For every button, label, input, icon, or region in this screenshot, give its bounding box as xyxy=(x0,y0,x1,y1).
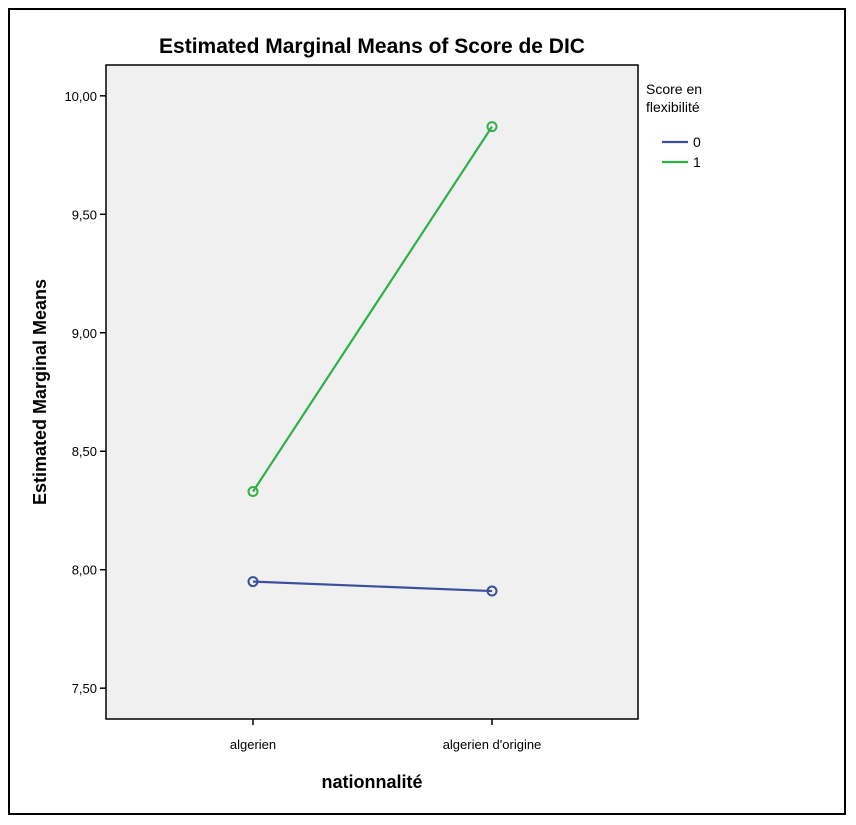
y-tick-label: 9,00 xyxy=(72,326,97,341)
y-axis: 7,50 8,00 8,50 9,00 9,50 10,00 xyxy=(64,89,106,696)
series-group xyxy=(247,121,498,597)
y-tick-label: 9,50 xyxy=(72,207,97,222)
legend-label-0: 0 xyxy=(693,134,701,150)
x-axis: algerien algerien d'origine xyxy=(230,719,541,752)
y-tick-label: 8,50 xyxy=(72,444,97,459)
series-line-1 xyxy=(252,126,493,493)
legend-title: flexibilité xyxy=(646,99,700,115)
data-point-0 xyxy=(486,585,498,597)
y-tick-label: 8,00 xyxy=(72,563,97,578)
y-tick-label: 10,00 xyxy=(64,89,97,104)
plot-area xyxy=(105,64,639,720)
legend-title: Score en xyxy=(646,81,702,97)
data-point-1 xyxy=(486,121,498,133)
data-point-0 xyxy=(247,576,259,588)
data-point-1 xyxy=(247,486,259,498)
chart-title: Estimated Marginal Means of Score de DIC xyxy=(159,35,585,58)
series-line-0 xyxy=(252,580,493,593)
chart-frame xyxy=(8,8,846,815)
x-axis-title: nationnalité xyxy=(321,772,422,792)
x-tick-label: algerien d'origine xyxy=(443,737,542,752)
x-tick-label: algerien xyxy=(230,737,276,752)
legend: Score en flexibilité 0 1 xyxy=(646,81,702,170)
y-tick-label: 7,50 xyxy=(72,681,97,696)
y-axis-title: Estimated Marginal Means xyxy=(30,279,50,505)
legend-label-1: 1 xyxy=(693,154,701,170)
